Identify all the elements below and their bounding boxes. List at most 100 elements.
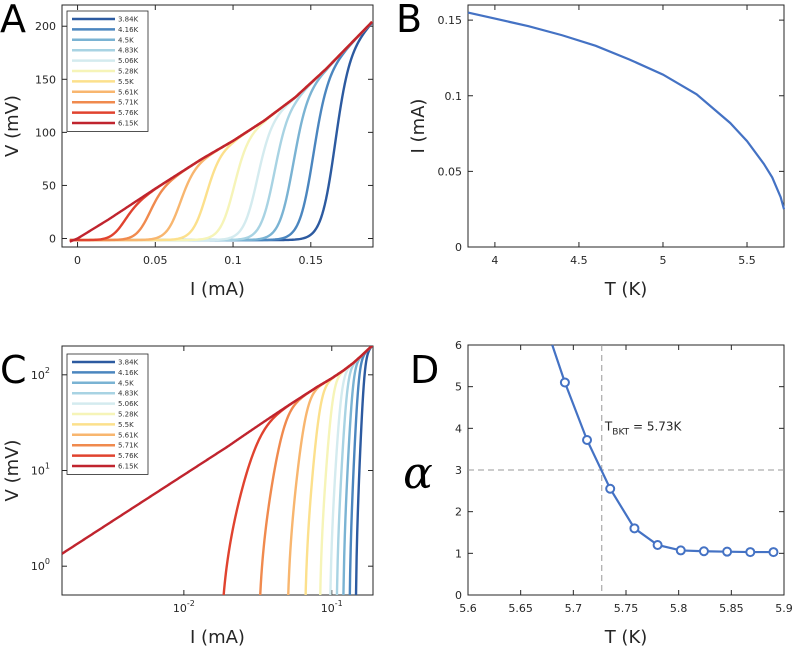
panel-b-y-tick-label: 0.1	[445, 90, 463, 103]
panel-letter-c: C	[0, 348, 27, 392]
panel-a-x-tick-label: 0	[74, 254, 81, 267]
panel-d-y-tick-label: 1	[455, 547, 462, 560]
panel-c-legend-label: 5.28K	[118, 411, 139, 419]
panel-d-y-tick-label: 3	[455, 464, 462, 477]
panel-d-annotation-rest: = 5.73K	[629, 419, 682, 433]
panel-c-x-tick-exponent: -2	[187, 599, 195, 608]
panel-a-legend-label: 5.76K	[118, 109, 139, 117]
panel-a-x-tick-label: 0.1	[224, 254, 242, 267]
panel-b-chart: 4 4.5 5 5.5 0 0.05 0.1 0.15 T (K) I (mA)	[408, 4, 786, 300]
panel-a-y-tick-label: 50	[42, 179, 56, 192]
panel-c-x-axis-label: I (mA)	[190, 627, 245, 648]
panel-a-series-line	[69, 21, 373, 243]
panel-c-series-line	[304, 346, 373, 595]
panel-a-legend-label: 3.84K	[118, 16, 139, 24]
panel-d-data-point	[675, 545, 686, 556]
panel-d-x-tick-label: 5.6	[459, 602, 477, 615]
panel-a-legend-label: 4.5K	[118, 36, 134, 44]
panel-d-annotation-sub: BKT	[612, 427, 629, 437]
panel-d-x-tick-label: 5.65	[508, 602, 533, 615]
panel-d-y-tick-label: 6	[455, 339, 462, 352]
panel-a-legend-label: 4.83K	[118, 47, 139, 55]
panel-a-y-tick-label: 100	[35, 126, 56, 139]
panel-a-legend-label: 5.5K	[118, 78, 134, 86]
panel-c-y-tick-label: 102	[31, 366, 50, 382]
panel-d-data-point	[629, 523, 640, 534]
panel-c-x-tick-label: 10-2	[173, 599, 195, 615]
panel-d-annotation-main: T	[604, 419, 613, 433]
panel-d-chart: 5.6 5.65 5.7 5.75 5.8 5.85 5.9 0 1 2 3 4 5 6 TBKT = 5.…	[403, 339, 793, 648]
panel-b-y-axis-label: I (mA)	[408, 99, 429, 154]
panel-d-y-tick-label: 4	[455, 422, 462, 435]
panel-d-axes-box	[467, 344, 785, 596]
panel-b-x-tick-label: 5.5	[738, 254, 756, 267]
panel-c-x-tick-label: 10-1	[321, 599, 343, 615]
panel-d-data-point	[605, 483, 616, 494]
panel-c-legend-label: 5.61K	[118, 431, 139, 439]
panel-c-series-line	[319, 346, 373, 595]
panel-c-y-tick-exponent: 2	[45, 366, 50, 375]
panel-d-x-tick-label: 5.8	[670, 602, 688, 615]
panel-b-y-tick-label: 0.05	[438, 165, 463, 178]
panel-c-legend-label: 4.83K	[118, 390, 139, 398]
panel-c-legend-label: 3.84K	[118, 359, 139, 367]
panel-d-data-point	[745, 547, 756, 558]
panel-d-data-point	[559, 377, 570, 388]
panel-d-x-tick-label: 5.7	[565, 602, 583, 615]
panel-d-data-point	[768, 547, 779, 558]
panel-c-series-line	[62, 346, 373, 555]
panel-c-legend-label: 5.06K	[118, 400, 139, 408]
panel-c-plot-area	[62, 346, 373, 595]
panel-c-y-tick-label: 101	[31, 462, 50, 478]
panel-a-x-axis-label: I (mA)	[190, 279, 245, 300]
panel-d-x-tick-label: 5.85	[719, 602, 744, 615]
panel-a-legend-label: 4.16K	[118, 26, 139, 34]
panel-a-legend-label: 5.28K	[118, 68, 139, 76]
panel-b-y-tick-label: 0.15	[438, 14, 463, 27]
panel-d-y-tick-label: 0	[455, 589, 462, 602]
panel-a-legend-label: 6.15K	[118, 120, 139, 128]
panel-b-axes-box	[467, 4, 785, 248]
panel-a-y-tick-label: 0	[49, 233, 56, 246]
panel-d-y-tick-label: 5	[455, 381, 462, 394]
panel-a-y-axis-label: V (mV)	[2, 95, 23, 157]
panel-c-y-tick-label: 100	[31, 557, 50, 573]
panel-d-tbkt-annotation: TBKT = 5.73K	[604, 419, 683, 437]
panel-c-legend-label: 4.5K	[118, 379, 134, 387]
panel-b-y-tick-label: 0	[455, 241, 462, 254]
panel-d-y-axis-label: α	[403, 448, 433, 499]
panel-letter-a: A	[0, 0, 26, 41]
panel-d-data-point	[582, 435, 593, 445]
panel-d-data-point	[652, 540, 663, 550]
panel-b-x-tick-label: 5	[659, 254, 666, 267]
panel-c-legend-label: 5.5K	[118, 421, 134, 429]
panel-b-x-tick-label: 4.5	[570, 254, 588, 267]
panel-a-legend-label: 5.06K	[118, 57, 139, 65]
panel-c-y-tick-exponent: 1	[45, 462, 50, 471]
panel-a-x-tick-label: 0.15	[299, 254, 324, 267]
panel-c-legend-label: 4.16K	[118, 369, 139, 377]
panel-d-data-point	[722, 546, 733, 557]
panel-b-x-axis-label: T (K)	[604, 279, 648, 300]
panel-c-y-axis-label: V (mV)	[2, 440, 23, 502]
panel-b-x-tick-label: 4	[491, 254, 498, 267]
panel-d-data-point	[698, 546, 709, 557]
panel-d-x-tick-label: 5.9	[775, 602, 793, 615]
panel-c-x-tick-exponent: -1	[335, 599, 343, 608]
panel-a-y-tick-label: 150	[35, 73, 56, 86]
panel-d-x-axis-label: T (K)	[604, 627, 648, 648]
panel-c-legend-label: 5.71K	[118, 442, 139, 450]
panel-letter-b: B	[396, 0, 422, 41]
panel-a-legend-label: 5.71K	[118, 99, 139, 107]
panel-d-x-tick-label: 5.75	[614, 602, 639, 615]
panel-a-legend-label: 5.61K	[118, 88, 139, 96]
panel-a-chart: 0 0.05 0.1 0.15 0 50 100 150 200 I (mA) V (mV) 3.84…	[2, 4, 374, 300]
panel-a-y-tick-label: 200	[35, 20, 56, 33]
panel-letter-d: D	[410, 348, 439, 392]
panel-c-y-tick-exponent: 0	[45, 557, 50, 566]
panel-b-ic-vs-t-line	[467, 11, 786, 210]
panel-c-legend-label: 5.76K	[118, 452, 139, 460]
panel-a-x-tick-label: 0.05	[143, 254, 168, 267]
